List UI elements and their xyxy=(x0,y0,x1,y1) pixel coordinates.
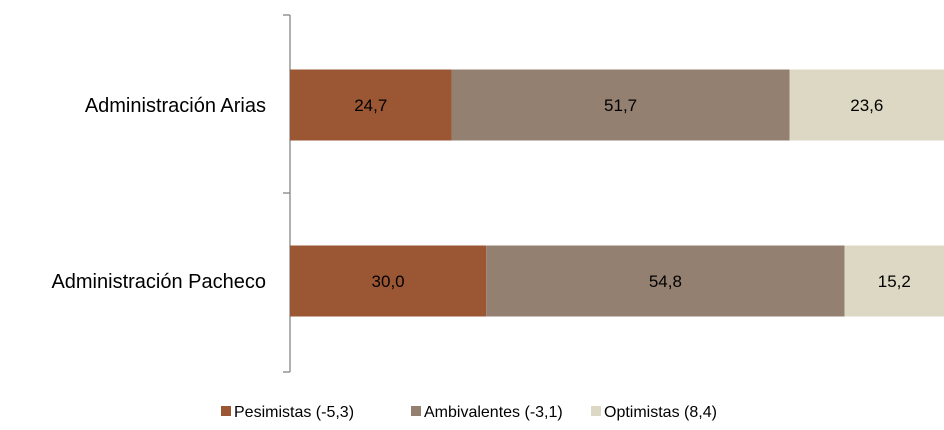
category-label: Administración Pacheco xyxy=(51,271,266,293)
legend-swatch xyxy=(591,406,601,416)
data-label: 24,7 xyxy=(354,96,387,115)
bars xyxy=(290,69,944,317)
data-label: 23,6 xyxy=(850,96,883,115)
data-label: 15,2 xyxy=(878,272,911,291)
data-label: 51,7 xyxy=(604,96,637,115)
category-axis xyxy=(283,14,291,373)
legend-label: Optimistas (8,4) xyxy=(604,404,717,421)
bar-segment xyxy=(844,245,944,317)
legend-swatch xyxy=(221,406,231,416)
legend-label: Pesimistas (-5,3) xyxy=(234,404,354,421)
legend: Pesimistas (-5,3) Ambivalentes (-3,1) Opti… xyxy=(221,404,717,421)
bar-segment xyxy=(486,245,845,317)
legend-label: Ambivalentes (-3,1) xyxy=(424,404,563,421)
data-label: 30,0 xyxy=(372,272,405,291)
bar-segment xyxy=(290,69,452,141)
legend-swatch xyxy=(411,406,421,416)
bar-segment xyxy=(290,245,487,317)
category-label: Administración Arias xyxy=(85,95,266,117)
data-label: 54,8 xyxy=(649,272,682,291)
category-labels: Administración Arias Administración Pache… xyxy=(51,95,266,293)
data-labels: 24,7 51,7 23,6 30,0 54,8 15,2 xyxy=(354,96,911,291)
bar-segment xyxy=(451,69,790,141)
bar-segment xyxy=(789,69,944,141)
